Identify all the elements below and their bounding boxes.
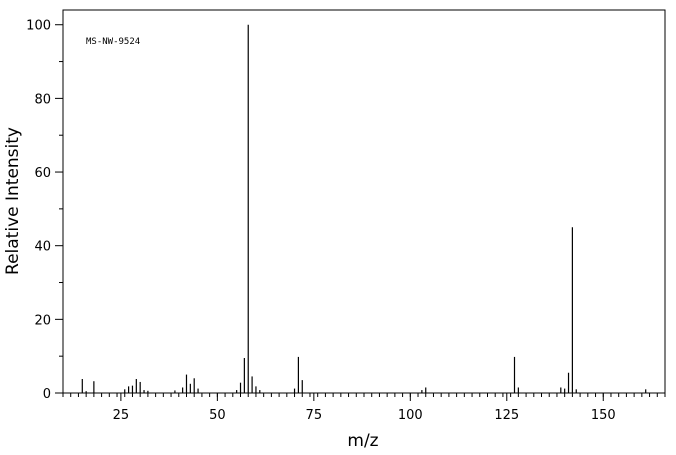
x-axis: 25 50 75 100 125 150 <box>62 393 666 423</box>
y-tick-label: 20 <box>34 313 51 328</box>
y-tick-label: 80 <box>34 92 51 107</box>
peaks <box>81 24 647 393</box>
spectrum-code-label: MS-NW-9524 <box>86 37 140 47</box>
y-axis-title: Relative Intensity <box>3 127 23 275</box>
y-axis: 0 20 40 60 80 100 <box>26 19 63 402</box>
x-tick-label: 150 <box>591 408 616 423</box>
x-axis-title: m/z <box>347 431 378 451</box>
y-tick-label: 100 <box>26 19 51 34</box>
x-tick-label: 75 <box>306 408 323 423</box>
x-tick-label: 50 <box>209 408 226 423</box>
plot-frame <box>62 9 666 394</box>
y-tick-label: 40 <box>34 240 51 255</box>
x-tick-label: 125 <box>494 408 519 423</box>
y-tick-label: 60 <box>34 166 51 181</box>
x-tick-label: 100 <box>398 408 423 423</box>
x-tick-label: 25 <box>113 408 130 423</box>
y-tick-label: 0 <box>43 387 51 402</box>
